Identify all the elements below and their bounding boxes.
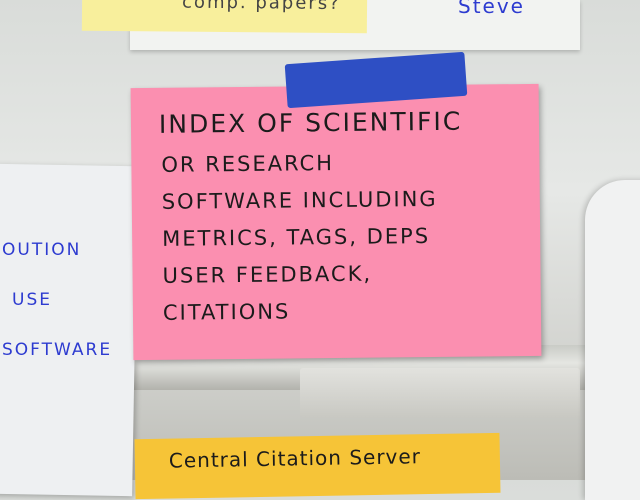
pink-note-line: INDEX OF SCIENTIFIC: [158, 106, 463, 139]
pink-note-line: CITATIONS: [162, 299, 291, 325]
pink-note-text: INDEX OF SCIENTIFIC OR RESEARCH SOFTWARE I…: [159, 106, 541, 350]
top-note-text: comp. papers?: [181, 0, 341, 15]
pink-note: INDEX OF SCIENTIFIC OR RESEARCH SOFTWARE I…: [130, 83, 542, 361]
pink-note-line: METRICS, TAGS, DEPS: [162, 224, 431, 251]
bottom-note: Central Citation Server: [134, 432, 501, 500]
top-note: comp. papers?: [81, 0, 368, 34]
pink-note-line: USER FEEDBACK,: [162, 261, 373, 288]
bottom-note-text: Central Citation Server: [168, 444, 422, 473]
left-note-line: OUTION: [2, 240, 82, 260]
top-right-text: Steve: [458, 0, 525, 18]
right-paper: [585, 180, 640, 500]
left-note-line: SOFTWARE: [2, 340, 113, 360]
pink-note-line: OR RESEARCH: [161, 151, 335, 177]
left-note-text: OUTION USE SOFTWARE: [2, 240, 132, 400]
pink-note-line: SOFTWARE INCLUDING: [161, 186, 438, 214]
eraser: [300, 368, 580, 418]
left-note-line: USE: [12, 290, 52, 310]
